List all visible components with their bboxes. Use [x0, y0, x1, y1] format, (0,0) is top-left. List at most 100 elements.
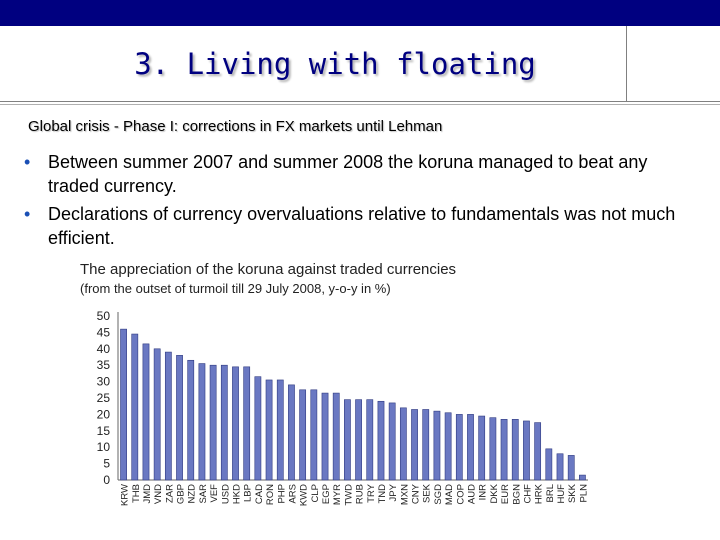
- x-tick-label: HKD: [232, 484, 243, 504]
- x-tick-label: TND: [377, 484, 388, 504]
- bar-hrk: [534, 422, 542, 481]
- bar-mxn: [399, 407, 407, 481]
- bar-sar: [198, 363, 206, 481]
- x-tick-label: AUD: [467, 484, 478, 504]
- bar-krw: [120, 328, 127, 481]
- top-accent-bar: [0, 0, 720, 26]
- slide-subtitle: Global crisis - Phase I: corrections in …: [28, 118, 443, 135]
- bar-myr: [332, 392, 340, 481]
- title-divider: [0, 101, 720, 102]
- bullet-item: • Declarations of currency overvaluation…: [22, 202, 702, 250]
- bar-nzd: [187, 359, 195, 481]
- x-tick-label: EGP: [321, 484, 332, 504]
- x-tick-label: COP: [455, 484, 466, 505]
- bar-brl: [545, 448, 553, 481]
- x-tick-label: GBP: [176, 484, 187, 504]
- x-tick-label: SEK: [422, 483, 433, 503]
- y-tick-label: 50: [97, 309, 111, 323]
- bar-ars: [288, 384, 295, 481]
- x-tick-label: TWD: [343, 484, 354, 506]
- bar-pln: [579, 474, 586, 481]
- x-tick-label: MYR: [332, 484, 343, 505]
- bar-chart: 0 5 10 15 20 25 30 35 40 45 50 KRW THB JMD VND ZAR GBP NZ…: [97, 309, 590, 506]
- x-tick-label: RUB: [355, 484, 366, 504]
- x-tick-label: SKK: [567, 483, 578, 503]
- bar-huf: [556, 453, 564, 481]
- bullet-text: Between summer 2007 and summer 2008 the …: [48, 152, 648, 196]
- y-tick-label: 20: [97, 407, 111, 421]
- bar-vnd: [153, 348, 161, 481]
- x-tick-label: NZD: [187, 484, 198, 504]
- bullet-dot-icon: •: [24, 152, 31, 172]
- x-tick-label: CHF: [522, 484, 533, 504]
- bar-bgn: [511, 419, 519, 481]
- bar-egp: [321, 392, 329, 481]
- x-tick-label: JMD: [142, 484, 153, 504]
- bar-thb: [131, 333, 139, 481]
- bar-ron: [265, 379, 273, 481]
- bar-zar: [164, 351, 172, 481]
- x-tick-label: BGN: [511, 484, 522, 505]
- x-tick-label: CAD: [254, 484, 265, 504]
- x-tick-label: LBP: [243, 484, 254, 502]
- y-tick-label: 45: [97, 325, 111, 339]
- y-tick-label: 0: [103, 473, 110, 487]
- title-divider-secondary: [0, 104, 720, 105]
- bar-hkd: [232, 366, 239, 481]
- bar-kwd: [299, 389, 307, 481]
- x-tick-label: SGD: [433, 484, 444, 505]
- bar-tnd: [377, 400, 385, 481]
- bar-vef: [209, 364, 217, 481]
- y-tick-label: 40: [97, 342, 111, 356]
- bullet-item: • Between summer 2007 and summer 2008 th…: [22, 150, 702, 198]
- bar-skk: [567, 455, 575, 481]
- x-tick-label: DKK: [489, 483, 500, 503]
- bar-mad: [444, 412, 452, 481]
- bar-jmd: [142, 343, 150, 481]
- chart-title: The appreciation of the koruna against t…: [80, 261, 457, 278]
- bullet-text: Declarations of currency overvaluations …: [48, 204, 676, 248]
- x-tick-label: JPY: [388, 483, 399, 501]
- x-tick-label: INR: [478, 484, 489, 501]
- y-tick-label: 35: [97, 358, 111, 372]
- x-tick-label: CLP: [310, 484, 321, 502]
- bar-aud: [467, 414, 474, 481]
- x-tick-label: EUR: [500, 484, 511, 504]
- x-tick-label: PHP: [276, 484, 287, 504]
- x-tick-label: TRY: [366, 483, 377, 502]
- x-tick-label: CNY: [411, 483, 422, 504]
- y-tick-label: 25: [97, 391, 111, 405]
- title-area: [0, 26, 627, 101]
- x-tick-label: VEF: [209, 484, 220, 503]
- x-tick-label: MXN: [399, 484, 410, 505]
- bar-lbp: [243, 366, 251, 481]
- bar-usd: [220, 364, 228, 481]
- x-tick-label: BRL: [545, 484, 556, 502]
- bar-twd: [344, 399, 351, 481]
- slide-title: 3. Living with floating: [134, 47, 536, 81]
- y-tick-label: 15: [97, 424, 111, 438]
- x-tick-label: THB: [131, 484, 142, 503]
- bar-chf: [523, 420, 530, 481]
- bar-cop: [455, 414, 463, 481]
- bullet-list: • Between summer 2007 and summer 2008 th…: [22, 150, 702, 254]
- x-tick-label: RON: [265, 484, 276, 505]
- x-tick-label: USD: [220, 484, 231, 504]
- bar-jpy: [388, 402, 396, 481]
- x-tick-label: HUF: [556, 484, 567, 504]
- bar-cny: [411, 409, 418, 481]
- bullet-dot-icon: •: [24, 204, 31, 224]
- bar-try: [366, 399, 374, 481]
- bar-dkk: [489, 417, 497, 481]
- x-tick-label: MAD: [444, 484, 455, 505]
- bar-rub: [355, 399, 362, 481]
- bar-gbp: [176, 355, 183, 481]
- bar-clp: [310, 389, 318, 481]
- y-tick-label: 30: [97, 375, 111, 389]
- x-tick-label: ZAR: [164, 484, 175, 503]
- x-tick-label: SAR: [198, 484, 209, 504]
- bar-sek: [422, 409, 430, 481]
- bar-eur: [500, 419, 508, 481]
- bar-php: [276, 379, 284, 481]
- x-tick-label: KRW: [120, 484, 131, 506]
